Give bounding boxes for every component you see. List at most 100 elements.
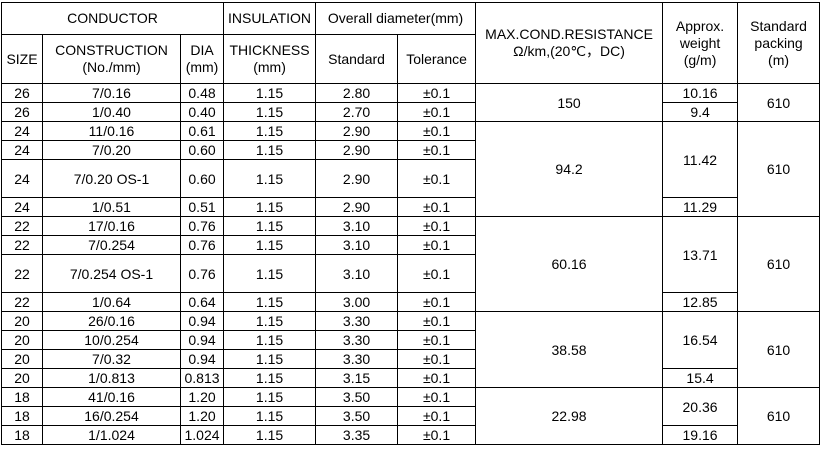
header-line: (mm) bbox=[253, 59, 286, 75]
data-cell: 2.90 bbox=[315, 197, 399, 217]
header-cell: CONSTRUCTION (No./mm) bbox=[42, 34, 181, 84]
data-cell: 1.15 bbox=[223, 83, 317, 103]
data-cell: 22 bbox=[1, 254, 43, 293]
header-line: DIA bbox=[190, 42, 214, 58]
header-cell: Standard bbox=[315, 34, 399, 84]
data-cell: 0.94 bbox=[179, 311, 225, 331]
data-cell: 1.15 bbox=[223, 197, 317, 217]
data-cell: ±0.1 bbox=[397, 83, 477, 103]
header-cell: SIZE bbox=[1, 34, 43, 84]
data-cell: 17/0.16 bbox=[42, 216, 181, 236]
data-cell: 1.15 bbox=[223, 254, 317, 293]
data-cell: ±0.1 bbox=[397, 254, 477, 293]
header-line: Standard bbox=[750, 17, 807, 34]
data-cell: 1.15 bbox=[223, 311, 317, 331]
data-cell: 3.30 bbox=[315, 311, 399, 331]
data-cell: 3.35 bbox=[315, 425, 399, 445]
data-cell: 20 bbox=[1, 368, 43, 388]
data-cell: ±0.1 bbox=[397, 140, 477, 160]
data-row: 20 1/0.813 0.813 1.15 3.15 ±0.1 15.4 bbox=[1, 368, 820, 388]
weight-cell: 9.4 bbox=[662, 102, 739, 122]
packing-cell: 610 bbox=[737, 83, 820, 122]
resistance-cell: 150 bbox=[475, 83, 664, 122]
data-cell: ±0.1 bbox=[397, 216, 477, 236]
header-line: (m) bbox=[768, 51, 790, 68]
header-cell: MAX.COND.RESISTANCE Ω/km,(20℃，DC) bbox=[475, 2, 664, 84]
data-cell: 41/0.16 bbox=[42, 387, 181, 407]
header-cell: Approx. weight (g/m) bbox=[662, 2, 739, 84]
weight-cell: 11.29 bbox=[662, 197, 739, 217]
data-cell: 20 bbox=[1, 311, 43, 331]
header-line: Approx. bbox=[675, 17, 725, 34]
data-cell: 7/0.254 OS-1 bbox=[42, 254, 181, 293]
data-cell: ±0.1 bbox=[397, 349, 477, 369]
data-cell: 1.15 bbox=[223, 102, 317, 122]
data-cell: ±0.1 bbox=[397, 368, 477, 388]
resistance-cell: 60.16 bbox=[475, 216, 664, 312]
weight-cell: 16.54 bbox=[662, 311, 739, 369]
data-row: 26 7/0.16 0.48 1.15 2.80 ±0.1 150 10.16 610 bbox=[1, 83, 820, 122]
data-cell: 1.20 bbox=[179, 406, 225, 426]
header-cell: DIA (mm) bbox=[179, 34, 225, 84]
data-cell: ±0.1 bbox=[397, 330, 477, 350]
header-line: Tolerance bbox=[406, 50, 467, 67]
data-cell: 26/0.16 bbox=[42, 311, 181, 331]
data-cell: 11/0.16 bbox=[42, 121, 181, 141]
weight-cell: 12.85 bbox=[662, 292, 739, 312]
data-cell: ±0.1 bbox=[397, 235, 477, 255]
data-cell: 18 bbox=[1, 387, 43, 407]
data-cell: 24 bbox=[1, 121, 43, 141]
resistance-cell: 22.98 bbox=[475, 387, 664, 445]
packing-cell: 610 bbox=[737, 121, 820, 217]
packing-cell: 610 bbox=[737, 216, 820, 312]
data-row: 20 7/0.32 0.94 1.15 3.30 ±0.1 bbox=[1, 349, 820, 369]
weight-cell: 20.36 bbox=[662, 387, 739, 426]
data-cell: 1.20 bbox=[179, 387, 225, 407]
data-cell: 26 bbox=[1, 102, 43, 122]
data-cell: 1.15 bbox=[223, 159, 317, 198]
data-cell: 20 bbox=[1, 349, 43, 369]
data-cell: 10/0.254 bbox=[42, 330, 181, 350]
data-cell: 1.15 bbox=[223, 292, 317, 312]
data-cell: 1.15 bbox=[223, 235, 317, 255]
data-cell: 0.40 bbox=[179, 102, 225, 122]
header-cell: INSULATION bbox=[223, 2, 317, 35]
data-cell: 1.15 bbox=[223, 330, 317, 350]
data-cell: ±0.1 bbox=[397, 121, 477, 141]
data-row: 24 1/0.51 0.51 1.15 2.90 ±0.1 11.29 bbox=[1, 197, 820, 217]
data-cell: 3.00 bbox=[315, 292, 399, 312]
data-cell: 24 bbox=[1, 140, 43, 160]
data-row: 20 26/0.16 0.94 1.15 3.30 ±0.1 38.58 16.54 610 bbox=[1, 311, 820, 388]
resistance-cell: 94.2 bbox=[475, 121, 664, 217]
data-cell: 20 bbox=[1, 330, 43, 350]
header-cell: CONDUCTOR bbox=[0, 2, 225, 35]
weight-cell: 13.71 bbox=[662, 216, 739, 293]
data-cell: 1.15 bbox=[223, 387, 317, 407]
packing-cell: 610 bbox=[737, 387, 820, 445]
data-row: 22 1/0.64 0.64 1.15 3.00 ±0.1 12.85 bbox=[1, 292, 820, 312]
header-line: (g/m) bbox=[683, 51, 717, 68]
data-cell: 1/0.51 bbox=[42, 197, 181, 217]
data-cell: 0.94 bbox=[179, 349, 225, 369]
data-cell: 22 bbox=[1, 235, 43, 255]
data-row: 24 7/0.20 0.60 1.15 2.90 ±0.1 bbox=[1, 140, 820, 160]
header-line: SIZE bbox=[6, 50, 38, 67]
data-cell: 1.024 bbox=[179, 425, 225, 445]
data-cell: ±0.1 bbox=[397, 425, 477, 445]
data-cell: 1.15 bbox=[223, 216, 317, 236]
header-line: (mm) bbox=[185, 59, 219, 75]
data-cell: 3.30 bbox=[315, 330, 399, 350]
header-line: Standard bbox=[328, 50, 385, 67]
header-line: CONSTRUCTION bbox=[55, 42, 168, 58]
data-row: 22 7/0.254 0.76 1.15 3.10 ±0.1 bbox=[1, 235, 820, 255]
data-cell: 2.90 bbox=[315, 159, 399, 198]
data-cell: 0.51 bbox=[179, 197, 225, 217]
data-cell: 2.70 bbox=[315, 102, 399, 122]
data-row: 22 7/0.254 OS-1 0.76 1.15 3.10 ±0.1 bbox=[1, 254, 820, 293]
data-cell: 3.10 bbox=[315, 216, 399, 236]
data-cell: 1/1.024 bbox=[42, 425, 181, 445]
data-cell: 0.61 bbox=[179, 121, 225, 141]
data-row: 20 10/0.254 0.94 1.15 3.30 ±0.1 bbox=[1, 330, 820, 350]
data-row: 24 7/0.20 OS-1 0.60 1.15 2.90 ±0.1 bbox=[1, 159, 820, 198]
